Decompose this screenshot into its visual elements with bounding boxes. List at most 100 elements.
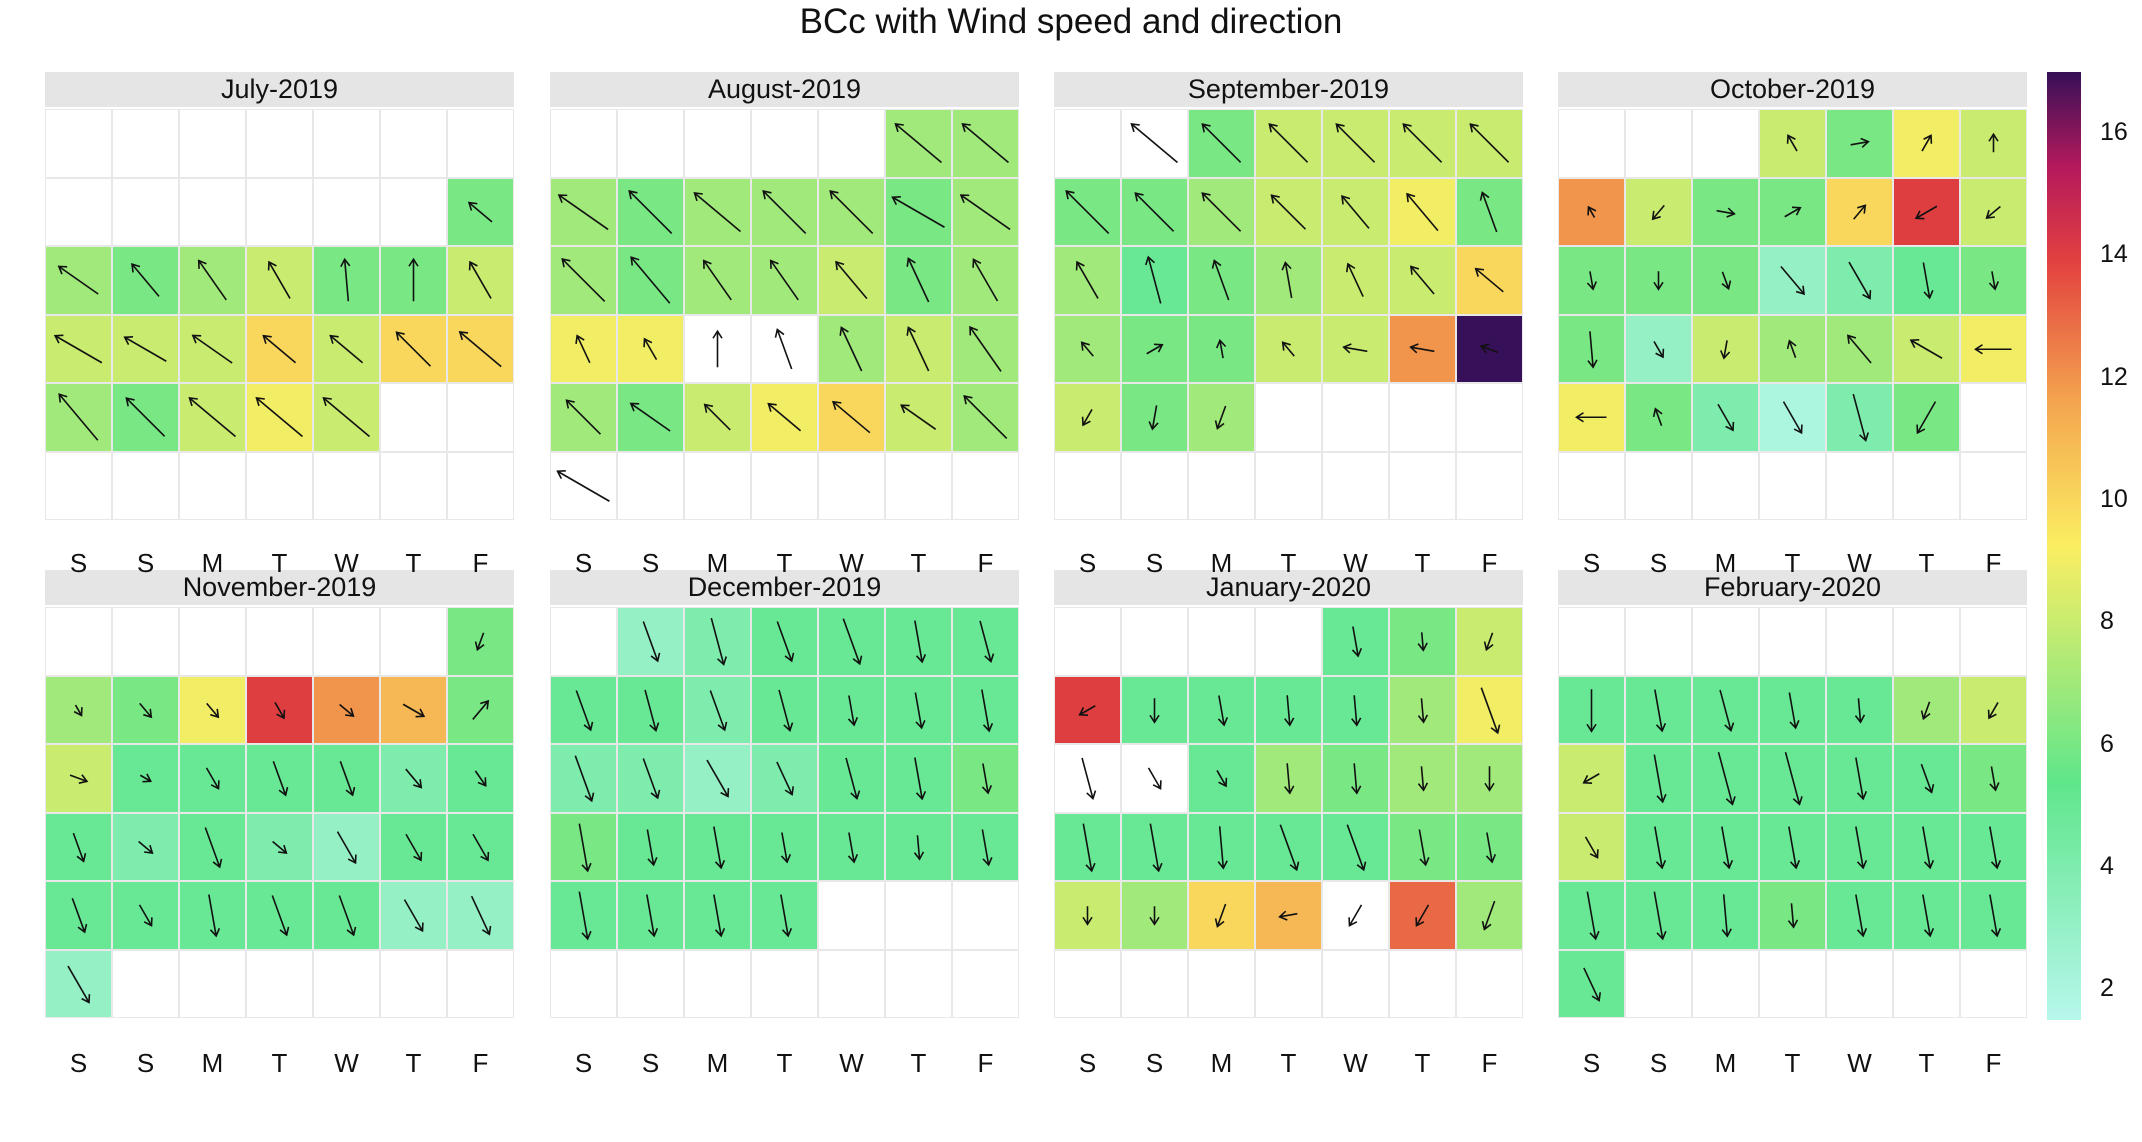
day-cell — [952, 812, 1019, 881]
wind-arrow-head — [1149, 916, 1160, 926]
wind-arrow-shaft — [1847, 334, 1872, 364]
wind-arrow-shaft — [848, 831, 855, 862]
wind-arrow-head — [1351, 716, 1362, 727]
weekday-label: F — [977, 1048, 994, 1078]
wind-arrow-shaft — [630, 256, 671, 304]
day-cell — [1893, 949, 1960, 1018]
colorbar-tick-label: 2 — [2100, 974, 2114, 1003]
day-cell — [1558, 949, 1625, 1018]
day-cell — [885, 881, 952, 950]
day-cell — [1558, 246, 1625, 315]
wind-arrow — [336, 830, 357, 864]
wind-arrow-head — [1268, 123, 1278, 133]
wind-arrow-head — [1656, 930, 1667, 941]
wind-arrow — [981, 828, 993, 866]
wind-arrow-head — [123, 335, 134, 345]
wind-arrow-shaft — [1081, 341, 1094, 357]
wind-arrow-head — [762, 189, 772, 199]
wind-arrow-head — [1589, 930, 1600, 941]
wind-arrow-head — [1469, 123, 1479, 133]
day-cell — [1456, 744, 1523, 813]
day-cell — [246, 881, 313, 950]
wind-arrow — [204, 826, 223, 868]
wind-arrow-head — [73, 706, 83, 717]
wind-arrow-shaft — [71, 898, 86, 933]
wind-arrow-shaft — [916, 834, 921, 859]
wind-arrow — [1417, 697, 1429, 724]
wind-arrow-shaft — [780, 894, 789, 937]
day-cell — [1322, 607, 1389, 676]
wind-arrow-head — [852, 655, 863, 666]
wind-arrow — [123, 335, 167, 362]
day-cell — [818, 881, 885, 950]
wind-arrow-shaft — [1131, 123, 1178, 164]
wind-arrow-head — [1417, 713, 1429, 724]
wind-arrow-head — [1419, 856, 1430, 866]
day-cell — [885, 607, 952, 676]
wind-arrow-shaft — [907, 326, 930, 371]
wind-arrow-head — [1854, 713, 1866, 724]
day-cell — [818, 451, 885, 520]
day-cell — [179, 383, 246, 452]
wind-arrow — [642, 758, 661, 800]
day-cell — [1692, 314, 1759, 383]
day-cell — [45, 314, 112, 383]
day-cell — [1625, 314, 1692, 383]
wind-arrow — [845, 757, 861, 800]
wind-arrow-shaft — [1213, 260, 1230, 301]
weekday-label: F — [472, 548, 489, 578]
wind-arrow-head — [1587, 358, 1598, 369]
wind-arrow-shaft — [205, 767, 220, 790]
colorbar-tick-label: 14 — [2100, 240, 2128, 269]
wind-arrow-shaft — [762, 189, 807, 234]
wind-arrow-shaft — [1347, 263, 1364, 297]
wind-arrow-head — [1281, 340, 1291, 351]
day-cell — [179, 177, 246, 246]
wind-arrow-shaft — [778, 689, 791, 731]
wind-arrow-head — [1726, 207, 1736, 218]
wind-arrow — [646, 894, 659, 938]
wind-arrow-shaft — [1082, 409, 1093, 426]
wind-arrow — [1586, 271, 1598, 291]
wind-arrow-head — [647, 856, 658, 866]
wind-arrow-head — [1923, 859, 1935, 869]
wind-arrow-shaft — [1343, 345, 1368, 352]
wind-arrow-head — [963, 394, 973, 405]
wind-arrow-shaft — [1353, 763, 1358, 794]
day-cell — [684, 451, 751, 520]
wind-arrow-head — [1278, 910, 1288, 921]
wind-arrow-head — [1211, 259, 1222, 269]
day-cell — [684, 177, 751, 246]
day-cell — [313, 109, 380, 178]
day-cell — [1456, 949, 1523, 1018]
wind-arrow-shaft — [1654, 408, 1663, 426]
wind-arrow — [1130, 123, 1178, 164]
day-cell — [179, 744, 246, 813]
day-cell — [1759, 607, 1826, 676]
day-cell — [684, 383, 751, 452]
wind-arrow — [1284, 763, 1295, 795]
wind-arrow-shaft — [339, 703, 354, 717]
wind-arrow — [1214, 903, 1227, 928]
wind-arrow-shaft — [1652, 204, 1665, 220]
wind-arrow-shaft — [1787, 135, 1798, 152]
wind-arrow-shaft — [472, 833, 489, 861]
wind-arrow — [1216, 770, 1228, 788]
wind-arrow — [914, 691, 926, 729]
weekday-label: T — [1414, 1048, 1431, 1078]
day-cell — [1188, 109, 1255, 178]
wind-arrow — [402, 703, 426, 717]
wind-arrow — [709, 689, 728, 731]
day-cell — [1625, 109, 1692, 178]
wind-arrow — [1653, 754, 1667, 804]
wind-arrow-shaft — [706, 759, 729, 797]
day-cell — [818, 675, 885, 744]
wind-arrow — [1721, 271, 1732, 291]
wind-arrow-shaft — [1717, 751, 1734, 805]
day-cell — [246, 383, 313, 452]
day-cell — [684, 109, 751, 178]
wind-arrow-shaft — [628, 189, 673, 234]
day-cell — [447, 109, 514, 178]
wind-arrow-shaft — [469, 261, 492, 299]
day-cell — [1558, 383, 1625, 452]
